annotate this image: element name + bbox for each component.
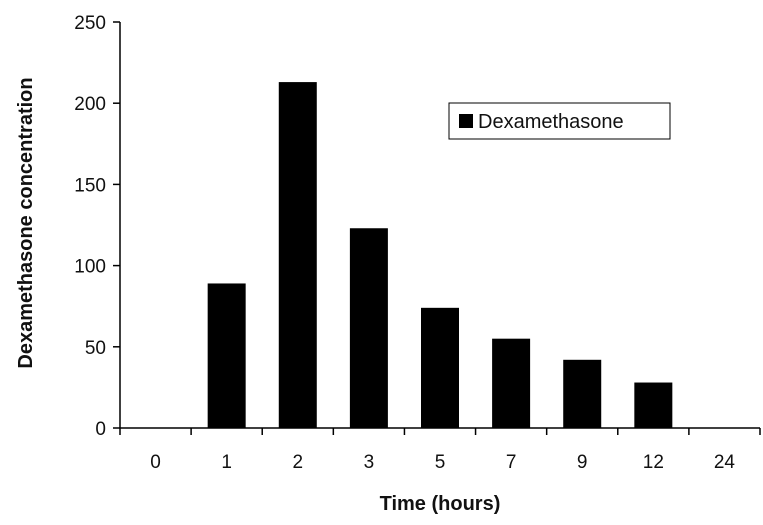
legend: Dexamethasone bbox=[448, 102, 671, 140]
y-axis-title: Dexamethasone concentration bbox=[15, 77, 37, 368]
bar bbox=[278, 82, 317, 428]
y-tick-label: 200 bbox=[74, 94, 106, 115]
x-tick-label: 3 bbox=[364, 452, 375, 473]
x-tick-label: 24 bbox=[714, 452, 736, 473]
x-tick-label: 12 bbox=[643, 452, 664, 473]
x-axis-title: Time (hours) bbox=[380, 493, 501, 515]
x-tick-label: 1 bbox=[221, 452, 232, 473]
bar bbox=[349, 228, 388, 428]
bars bbox=[207, 82, 673, 428]
legend-swatch bbox=[459, 114, 473, 128]
bar bbox=[492, 338, 531, 428]
y-axis-ticks: 0 50 100 150 200 250 bbox=[74, 13, 120, 440]
x-tick-label: 0 bbox=[150, 452, 161, 473]
x-tick-label: 7 bbox=[506, 452, 517, 473]
y-tick-label: 250 bbox=[74, 13, 106, 34]
x-tick-label: 2 bbox=[292, 452, 303, 473]
bar bbox=[207, 283, 246, 428]
bar bbox=[634, 382, 673, 428]
x-axis-ticks: 0 1 2 3 5 7 9 12 24 bbox=[119, 428, 761, 473]
y-tick-label: 50 bbox=[85, 338, 106, 359]
x-tick-label: 5 bbox=[435, 452, 446, 473]
bar bbox=[563, 359, 602, 428]
legend-box bbox=[448, 102, 671, 140]
y-tick-label: 150 bbox=[74, 175, 106, 196]
x-tick-label: 9 bbox=[577, 452, 588, 473]
y-tick-label: 100 bbox=[74, 257, 106, 278]
legend-label: Dexamethasone bbox=[478, 111, 624, 133]
bar bbox=[421, 307, 459, 428]
y-tick-label: 0 bbox=[95, 419, 106, 440]
